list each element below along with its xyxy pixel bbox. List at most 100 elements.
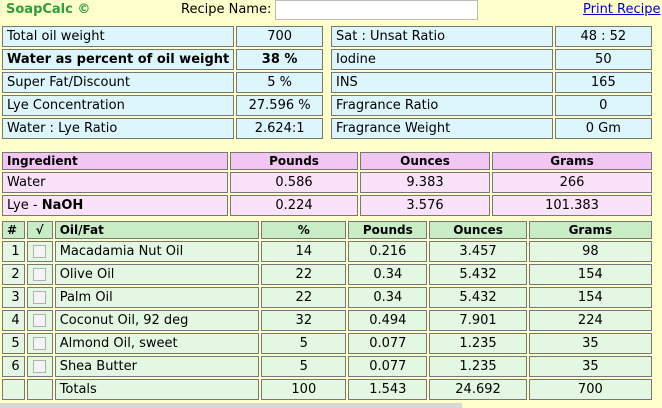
totals-ounces: 24.692 [429,379,527,400]
pounds-header: Pounds [348,221,428,239]
oil-ounces: 7.901 [429,310,527,331]
totals-row: Totals 100 1.543 24.692 700 [2,379,652,400]
table-row: INS 165 [331,72,652,93]
oil-row: 2 Olive Oil 22 0.34 5.432 154 [2,264,652,285]
lye-concentration-label: Lye Concentration [2,95,235,116]
ins-value: 165 [554,72,652,93]
iodine-value: 50 [554,49,652,70]
oil-name: Almond Oil, sweet [54,333,260,354]
oil-num: 2 [2,264,25,285]
water-ounces: 9.383 [359,172,491,193]
lye-concentration-value: 27.596 % [236,95,323,116]
oil-checkbox-cell [26,264,53,285]
oil-checkbox[interactable] [33,268,47,281]
oil-row: 4 Coconut Oil, 92 deg 32 0.494 7.901 224 [2,310,652,331]
settings-left-table: Total oil weight 700 Water as percent of… [0,24,325,141]
oil-pounds: 0.34 [348,287,428,308]
oil-checkbox[interactable] [33,360,47,373]
table-header-row: # √ Oil/Fat % Pounds Ounces Grams [2,221,652,239]
oil-num: 6 [2,356,25,377]
oil-name: Macadamia Nut Oil [54,241,260,262]
water-percent-label: Water as percent of oil weight [2,49,235,70]
totals-check-cell [26,379,53,400]
water-lye-ratio-label: Water : Lye Ratio [2,118,235,139]
super-fat-label: Super Fat/Discount [2,72,235,93]
oil-num: 5 [2,333,25,354]
oil-name: Palm Oil [54,287,260,308]
grams-header: Grams [492,152,652,170]
oil-name: Coconut Oil, 92 deg [54,310,260,331]
ingredients-table: Ingredient Pounds Ounces Grams Water 0.5… [0,150,654,218]
lye-grams: 101.383 [492,195,652,216]
oil-checkbox[interactable] [33,337,47,350]
table-row: Lye Concentration 27.596 % [2,95,323,116]
lye-ounces: 3.576 [359,195,491,216]
header: SoapCalc © Recipe Name: Print Recipe [0,0,662,22]
oil-pounds: 0.077 [348,356,428,377]
total-oil-weight-value: 700 [236,26,323,47]
table-row: Water 0.586 9.383 266 [2,172,652,193]
oil-ounces: 3.457 [429,241,527,262]
oil-row: 6 Shea Butter 5 0.077 1.235 35 [2,356,652,377]
oil-ounces: 5.432 [429,287,527,308]
table-header-row: Ingredient Pounds Ounces Grams [2,152,652,170]
fragrance-ratio-label: Fragrance Ratio [331,95,553,116]
totals-pounds: 1.543 [348,379,428,400]
water-name: Water [2,172,229,193]
lye-name: Lye - NaOH [2,195,229,216]
table-row: Water : Lye Ratio 2.624:1 [2,118,323,139]
oil-row: 1 Macadamia Nut Oil 14 0.216 3.457 98 [2,241,652,262]
oil-grams: 224 [528,310,652,331]
oil-pounds: 0.077 [348,333,428,354]
sat-unsat-value: 48 : 52 [554,26,652,47]
table-row: Fragrance Ratio 0 [331,95,652,116]
print-recipe-link[interactable]: Print Recipe [583,2,661,17]
oil-checkbox-cell [26,287,53,308]
oil-percent: 5 [261,333,347,354]
table-row: Lye - NaOH 0.224 3.576 101.383 [2,195,652,216]
oil-checkbox-cell [26,333,53,354]
oil-num: 1 [2,241,25,262]
oil-percent: 5 [261,356,347,377]
table-row: Sat : Unsat Ratio 48 : 52 [331,26,652,47]
oils-table: # √ Oil/Fat % Pounds Ounces Grams 1 Maca… [0,219,654,402]
recipe-name-input[interactable] [275,0,478,20]
oil-name: Shea Butter [54,356,260,377]
totals-label: Totals [54,379,260,400]
oil-checkbox[interactable] [33,245,47,258]
oil-checkbox[interactable] [33,314,47,327]
ounces-header: Ounces [429,221,527,239]
oil-pounds: 0.216 [348,241,428,262]
table-row: Fragrance Weight 0 Gm [331,118,652,139]
oil-percent: 22 [261,287,347,308]
num-header: # [2,221,25,239]
lye-pounds: 0.224 [230,195,358,216]
oil-pounds: 0.494 [348,310,428,331]
table-row: Water as percent of oil weight 38 % [2,49,323,70]
oil-row: 5 Almond Oil, sweet 5 0.077 1.235 35 [2,333,652,354]
recipe-name-label: Recipe Name: [181,2,272,17]
lye-prefix: Lye - [7,198,42,213]
check-header: √ [26,221,53,239]
oil-checkbox-cell [26,356,53,377]
fragrance-ratio-value: 0 [554,95,652,116]
table-row: Iodine 50 [331,49,652,70]
oil-checkbox-cell [26,310,53,331]
oil-grams: 154 [528,264,652,285]
ounces-header: Ounces [359,152,491,170]
oil-ounces: 1.235 [429,356,527,377]
oil-num: 4 [2,310,25,331]
oil-grams: 35 [528,333,652,354]
oil-row: 3 Palm Oil 22 0.34 5.432 154 [2,287,652,308]
super-fat-value: 5 % [236,72,323,93]
oil-checkbox[interactable] [33,291,47,304]
table-row: Super Fat/Discount 5 % [2,72,323,93]
oil-percent: 22 [261,264,347,285]
sat-unsat-label: Sat : Unsat Ratio [331,26,553,47]
horizontal-scrollbar[interactable] [0,403,462,408]
oil-pounds: 0.34 [348,264,428,285]
oil-ounces: 1.235 [429,333,527,354]
oil-grams: 98 [528,241,652,262]
oil-percent: 32 [261,310,347,331]
water-lye-ratio-value: 2.624:1 [236,118,323,139]
